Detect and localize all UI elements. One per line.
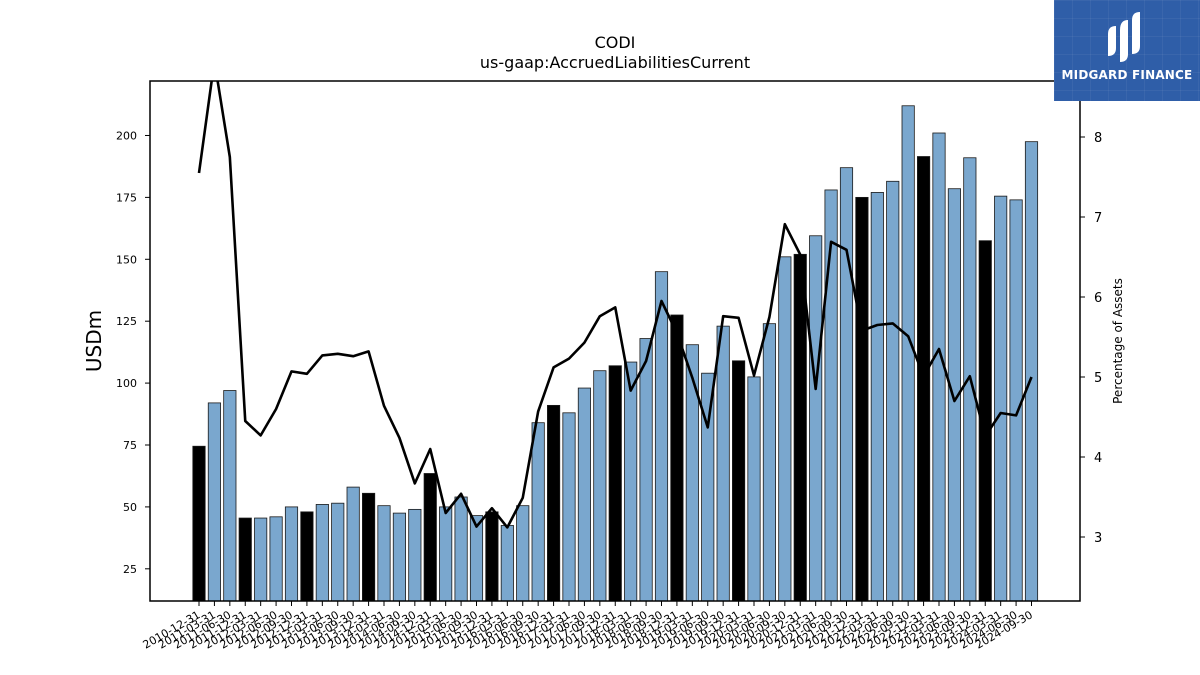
bar-2012-09-30 (284, 506, 299, 602)
bar-2018-03-31 (624, 361, 638, 602)
bar-2011-06-30 (223, 390, 237, 602)
y-tick-label: 100 (116, 377, 137, 390)
bar-2024-09-30 (1024, 141, 1039, 602)
y-tick-label: 175 (116, 191, 137, 204)
bar-2024-06-30 (1009, 199, 1023, 602)
bar-group (192, 105, 1039, 602)
bar-2021-12-31 (855, 196, 869, 602)
line-group (197, 81, 1033, 529)
bar-2022-09-30 (901, 105, 915, 602)
bar-2020-12-31 (793, 253, 807, 602)
bar-2017-12-31 (608, 365, 622, 602)
bar-2014-09-30 (408, 508, 422, 602)
bar-2021-09-30 (839, 167, 854, 602)
logo-text: MIDGARD FINANCE (1061, 68, 1193, 82)
bar-2013-03-31 (315, 504, 329, 602)
percentage-line (197, 81, 1033, 529)
y-tick-label: 200 (116, 129, 137, 142)
bar-2013-12-31 (362, 492, 376, 602)
bar-2015-03-31 (439, 506, 453, 602)
y2-tick-label: 5 (1094, 371, 1102, 386)
bar-2012-06-30 (269, 516, 283, 602)
bar-2011-12-31 (238, 517, 252, 602)
bar-2014-06-30 (392, 512, 406, 602)
x-axis: 2010-12-312011-03-312011-06-302011-12-31… (141, 601, 1035, 652)
brand-logo: MIDGARD FINANCE (1054, 0, 1200, 101)
bar-2016-06-30 (516, 505, 530, 602)
chart-subtitle: us-gaap:AccruedLiabilitiesCurrent (480, 53, 750, 72)
y-axis-right: 3 4 5 6 7 8 (1080, 131, 1102, 546)
bar-2022-12-31 (917, 156, 931, 602)
bar-2022-06-30 (886, 180, 900, 602)
bar-2016-09-30 (531, 422, 545, 602)
logo-mark-icon (1108, 12, 1140, 62)
bar-2019-12-31 (732, 360, 746, 602)
bar-2012-12-31 (300, 511, 314, 602)
bar-2019-03-31 (685, 344, 699, 602)
bar-2017-09-30 (593, 370, 607, 602)
bar-2012-03-31 (254, 517, 268, 602)
y-tick-label: 125 (116, 315, 137, 328)
bar-2022-03-31 (870, 192, 884, 602)
bar-2019-06-30 (701, 372, 715, 602)
bar-2013-09-30 (346, 486, 360, 602)
bar-2017-06-30 (577, 387, 591, 602)
bar-2024-03-31 (994, 195, 1008, 602)
bar-2021-03-31 (809, 235, 823, 602)
bar-2020-09-30 (778, 256, 792, 602)
bar-2020-06-30 (762, 323, 776, 602)
bar-2011-03-31 (207, 402, 221, 602)
bar-2017-03-31 (562, 412, 576, 602)
bar-2020-03-31 (747, 376, 761, 602)
bar-2016-03-31 (500, 525, 514, 602)
y2-tick-label: 4 (1094, 451, 1102, 466)
bar-2015-06-30 (454, 496, 468, 602)
bar-2016-12-31 (547, 404, 561, 602)
y2-tick-label: 3 (1094, 531, 1102, 546)
bar-2018-12-31 (670, 314, 684, 602)
y-tick-label: 25 (123, 563, 137, 576)
y2-tick-label: 8 (1094, 131, 1102, 146)
y-tick-label: 50 (123, 501, 137, 514)
y2-tick-label: 6 (1094, 291, 1102, 306)
bar-2018-06-30 (639, 338, 653, 602)
y-tick-label: 75 (123, 439, 137, 452)
bar-2019-09-30 (716, 325, 730, 602)
y2-axis-label: Percentage of Assets (1111, 278, 1125, 404)
y-axis-label: USDm (82, 310, 106, 372)
bar-2010-12-31 (192, 445, 206, 602)
y2-tick-label: 7 (1094, 211, 1102, 226)
bar-2015-12-31 (485, 511, 499, 602)
bar-2014-03-31 (377, 505, 391, 602)
y-tick-label: 150 (116, 253, 137, 266)
chart-title: CODI (595, 33, 636, 52)
y-axis-left: 25 50 75 100 125 150 175 200 (116, 129, 150, 576)
bar-2014-12-31 (423, 473, 437, 602)
bar-2013-06-30 (331, 502, 345, 602)
bar-2015-09-30 (469, 515, 484, 602)
